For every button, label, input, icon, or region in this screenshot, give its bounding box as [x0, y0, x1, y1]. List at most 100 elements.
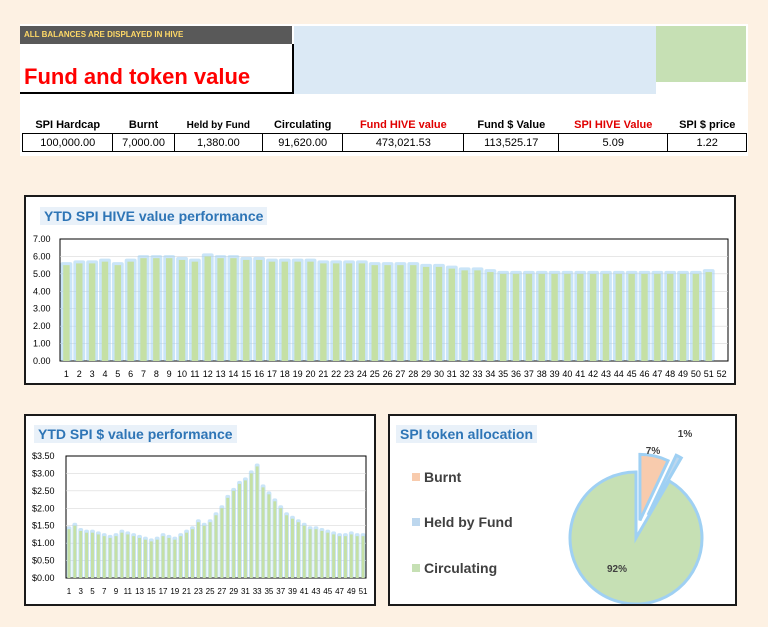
- bar: [551, 273, 558, 361]
- x-tick-label: 47: [335, 587, 344, 596]
- x-tick-label: 11: [190, 369, 199, 379]
- x-tick-label: 43: [312, 587, 321, 596]
- x-tick-label: 3: [90, 369, 95, 379]
- bar: [114, 265, 122, 361]
- bar: [343, 536, 347, 578]
- x-tick-label: 49: [347, 587, 356, 596]
- bar: [628, 273, 635, 361]
- hive-chart: 0.001.002.003.004.005.006.007.001 2 3 4 5 6 7 8…: [33, 234, 729, 379]
- slice-circulating: [568, 470, 704, 604]
- x-tick-label: 38: [537, 369, 547, 379]
- x-tick-label: 10: [177, 369, 187, 379]
- bar: [202, 525, 206, 578]
- bar: [255, 259, 263, 361]
- bar: [143, 539, 147, 578]
- bar: [422, 266, 430, 361]
- x-tick-label: 9: [114, 587, 119, 596]
- bar: [108, 537, 112, 578]
- hdr-fund-hive: Fund HIVE value: [359, 119, 447, 131]
- bar: [140, 258, 147, 361]
- bar: [204, 256, 211, 361]
- y-tick-label: $0.00: [32, 573, 55, 583]
- bar: [249, 473, 253, 578]
- bar: [281, 261, 289, 361]
- val-spi-hive: 5.09: [558, 133, 669, 152]
- val-held: 1,380.00: [173, 133, 264, 152]
- x-tick-label: 30: [434, 369, 444, 379]
- x-tick-label: 35: [264, 587, 273, 596]
- x-tick-label: 16: [254, 369, 264, 379]
- slice-held-label: 1%: [678, 429, 693, 440]
- x-tick-label: 19: [170, 587, 179, 596]
- usd-chart-title: YTD SPI $ value performance: [34, 425, 237, 443]
- x-tick-label: 18: [280, 369, 290, 379]
- bar: [361, 536, 365, 578]
- x-tick-label: 15: [147, 587, 156, 596]
- y-tick-label: 5.00: [33, 269, 51, 279]
- bar: [332, 534, 336, 578]
- bar: [243, 480, 247, 578]
- x-tick-label: 8: [154, 369, 159, 379]
- hdr-fund-usd: Fund $ Value: [477, 119, 546, 131]
- bar: [577, 273, 584, 361]
- bar: [448, 268, 456, 361]
- bar: [285, 515, 289, 578]
- x-tick-label: 31: [241, 587, 250, 596]
- bar: [155, 539, 159, 578]
- x-tick-label: 5: [90, 587, 95, 596]
- page-title: Fund and token value: [24, 64, 251, 89]
- bar: [238, 483, 241, 578]
- x-tick-label: 19: [293, 369, 303, 379]
- title-box: [20, 44, 294, 94]
- bar: [435, 266, 443, 361]
- legend-burnt-swatch: [412, 473, 420, 481]
- bar: [538, 273, 545, 361]
- bar: [410, 265, 417, 361]
- bar: [167, 537, 171, 578]
- y-tick-label: $0.50: [32, 556, 55, 566]
- hive-chart-title: YTD SPI HIVE value performance: [40, 207, 268, 225]
- stats-table: SPI Hardcap Burnt Held by Fund Circulati…: [21, 117, 747, 152]
- x-tick-label: 47: [652, 369, 662, 379]
- x-tick-label: 12: [203, 369, 213, 379]
- x-tick-label: 26: [383, 369, 393, 379]
- x-tick-label: 31: [447, 369, 457, 379]
- bar: [320, 530, 324, 578]
- x-tick-label: 45: [323, 587, 332, 596]
- x-tick-label: 39: [550, 369, 560, 379]
- bar: [165, 258, 173, 361]
- bar: [358, 263, 366, 361]
- hdr-hardcap: SPI Hardcap: [35, 119, 101, 131]
- bar: [173, 539, 177, 578]
- bar: [232, 490, 236, 578]
- x-tick-label: 5: [115, 369, 120, 379]
- highlight-box: [656, 26, 746, 82]
- bar: [705, 272, 712, 361]
- allocation-chart: Burnt Held by Fund Circulating 7% 1% 92%: [412, 429, 704, 604]
- bar: [268, 261, 276, 361]
- x-tick-label: 37: [524, 369, 534, 379]
- x-tick-label: 44: [614, 369, 624, 379]
- x-tick-label: 32: [460, 369, 470, 379]
- y-tick-label: $1.00: [32, 538, 55, 548]
- y-tick-label: 2.00: [33, 321, 51, 331]
- slice-burnt: [638, 452, 671, 522]
- x-tick-label: 36: [511, 369, 521, 379]
- bar: [332, 263, 340, 361]
- x-tick-label: 15: [241, 369, 251, 379]
- bar: [355, 536, 359, 578]
- bar: [243, 259, 250, 361]
- bar: [126, 534, 130, 578]
- bar: [461, 270, 468, 361]
- bar: [654, 273, 661, 361]
- bar: [338, 536, 341, 578]
- y-tick-label: 0.00: [33, 356, 51, 366]
- x-tick-label: 3: [78, 587, 83, 596]
- x-tick-label: 22: [331, 369, 341, 379]
- bar: [127, 261, 134, 361]
- x-tick-label: 20: [305, 369, 315, 379]
- bar: [217, 258, 224, 361]
- bar: [196, 522, 200, 578]
- x-tick-label: 50: [691, 369, 701, 379]
- bar: [474, 270, 481, 361]
